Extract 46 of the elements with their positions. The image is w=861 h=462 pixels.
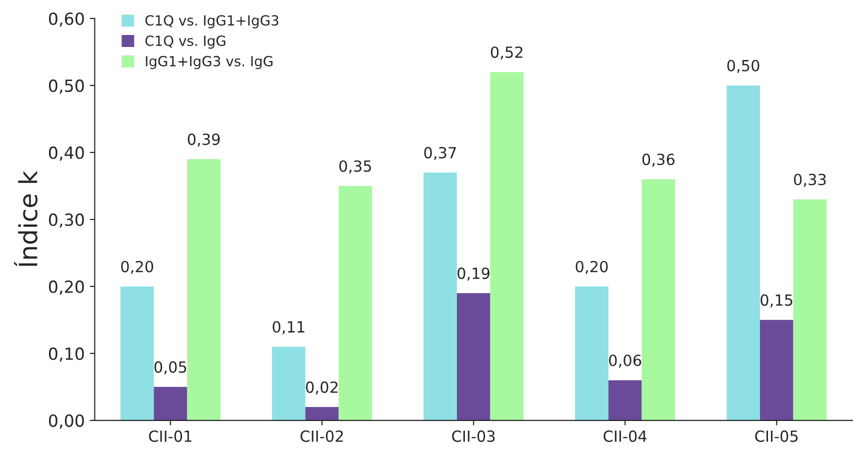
data-label: 0,33 <box>794 174 826 187</box>
y-tick-label: 0,20 <box>48 280 84 295</box>
legend-label: C1Q vs. IgG <box>145 36 226 49</box>
data-label: 0,20 <box>576 260 608 274</box>
data-label: 0,36 <box>642 154 674 167</box>
bar <box>305 407 339 420</box>
y-tick-label: 0,00 <box>48 414 84 429</box>
x-tick-label: CII-03 <box>452 430 495 442</box>
y-tick-label: 0,10 <box>48 347 84 362</box>
y-tick-label: 0,50 <box>48 79 84 94</box>
data-label: 0,02 <box>306 381 338 395</box>
x-tick-label: CII-05 <box>755 430 798 442</box>
data-label: 0,20 <box>121 260 154 274</box>
bar <box>338 186 372 420</box>
y-axis-title: Índice k <box>14 170 38 266</box>
data-label: 0,19 <box>458 268 490 281</box>
x-tick-label: CII-02 <box>300 430 343 442</box>
data-label: 0,35 <box>339 160 372 174</box>
bar <box>793 199 827 420</box>
x-tick-label: CII-01 <box>149 430 192 442</box>
y-tick-label: 0,40 <box>48 146 84 161</box>
bar <box>760 320 794 420</box>
bar <box>456 293 490 420</box>
bar <box>575 286 608 420</box>
bar <box>726 85 760 420</box>
data-label: 0,11 <box>272 321 304 334</box>
data-label: 0,39 <box>188 134 220 147</box>
legend-label: IgG1+IgG3 vs. IgG <box>146 56 272 70</box>
data-label: 0,50 <box>727 60 760 73</box>
bar <box>272 346 306 420</box>
bar <box>642 179 676 420</box>
bar <box>490 72 524 420</box>
bar <box>154 386 188 420</box>
data-label: 0,15 <box>760 294 792 308</box>
bar <box>608 380 642 420</box>
bar <box>120 286 154 420</box>
data-label: 0,06 <box>609 354 642 368</box>
y-tick-label: 0,30 <box>48 213 84 228</box>
data-label: 0,52 <box>490 46 522 60</box>
x-tick-label: CII-04 <box>604 430 647 442</box>
data-label: 0,05 <box>154 361 186 374</box>
data-label: 0,37 <box>424 146 456 160</box>
y-tick-label: 0,60 <box>48 12 84 27</box>
bar <box>424 172 457 420</box>
bar <box>187 159 220 420</box>
legend-label: C1Q vs. IgG1+IgG3 <box>145 15 278 28</box>
